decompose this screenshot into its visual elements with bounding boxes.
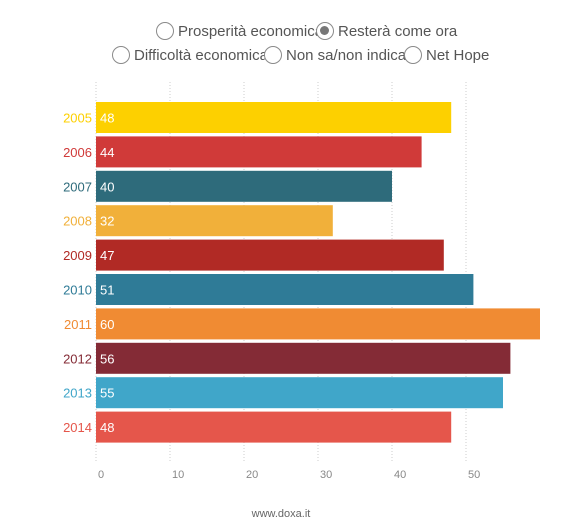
bar-value-label: 44: [100, 145, 114, 160]
bar[interactable]: [96, 239, 444, 271]
radio-icon: [404, 46, 422, 64]
bar[interactable]: [96, 205, 333, 237]
radio-icon: [156, 22, 174, 40]
legend-label: Difficoltà economica: [134, 46, 268, 64]
category-label: 2013: [63, 386, 92, 401]
legend-option-non-sa[interactable]: Non sa/non indica: [264, 46, 406, 64]
x-tick-label: 40: [394, 469, 406, 481]
category-label: 2009: [63, 248, 92, 263]
x-tick-label: 10: [172, 469, 184, 481]
bar-value-label: 47: [100, 248, 114, 263]
bar[interactable]: [96, 342, 511, 374]
bar-value-label: 55: [100, 386, 114, 401]
x-tick-label: 0: [98, 469, 104, 481]
bar-value-label: 48: [100, 420, 114, 435]
bars: 2005 48 2006 44 2007 40 2008 32 2009 47 2010 51 2011…: [63, 102, 540, 443]
bar-value-label: 56: [100, 351, 114, 366]
bar[interactable]: [96, 377, 503, 409]
legend: Prosperità economica Resterà come ora Di…: [0, 0, 562, 80]
category-label: 2007: [63, 179, 92, 194]
legend-label: Non sa/non indica: [286, 46, 407, 64]
bar[interactable]: [96, 411, 452, 443]
bar-value-label: 32: [100, 214, 114, 229]
bar[interactable]: [96, 102, 452, 133]
legend-label: Resterà come ora: [338, 22, 458, 40]
bar[interactable]: [96, 308, 540, 340]
radio-selected-icon: [316, 22, 334, 40]
bar-value-label: 40: [100, 179, 114, 194]
bar-value-label: 48: [100, 111, 114, 126]
bar-value-label: 51: [100, 283, 114, 298]
category-label: 2006: [63, 145, 92, 160]
legend-label: Net Hope: [426, 46, 490, 64]
bar[interactable]: [96, 170, 392, 202]
category-label: 2011: [64, 317, 92, 332]
bar[interactable]: [96, 274, 474, 305]
legend-label: Prosperità economica: [178, 22, 324, 40]
radio-icon: [112, 46, 130, 64]
bar-value-label: 60: [100, 317, 114, 332]
legend-option-restera[interactable]: Resterà come ora: [316, 22, 457, 40]
x-tick-label: 30: [320, 469, 332, 481]
radio-icon: [264, 46, 282, 64]
category-label: 2008: [63, 214, 92, 229]
legend-option-net-hope[interactable]: Net Hope: [404, 46, 489, 64]
category-label: 2012: [63, 351, 92, 366]
x-axis-ticks: 0 10 20 30 40 50: [98, 469, 480, 481]
category-label: 2010: [63, 283, 92, 298]
category-label: 2005: [63, 111, 92, 126]
x-tick-label: 50: [468, 469, 480, 481]
x-tick-label: 20: [246, 469, 258, 481]
legend-option-difficolta[interactable]: Difficoltà economica: [112, 46, 268, 64]
legend-option-prosperita[interactable]: Prosperità economica: [156, 22, 323, 40]
source-url: www.doxa.it: [251, 508, 311, 520]
bar[interactable]: [96, 136, 422, 168]
category-label: 2014: [63, 420, 92, 435]
